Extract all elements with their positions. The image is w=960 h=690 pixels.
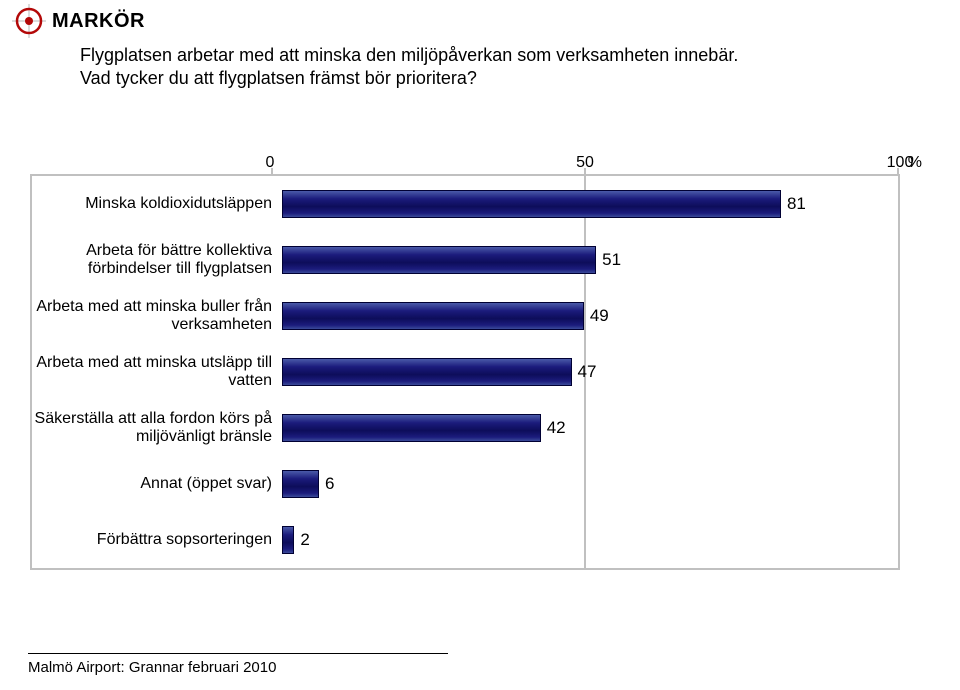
bar-label: Förbättra sopsorteringen — [32, 531, 282, 549]
bar — [282, 190, 781, 218]
brand-logo-area: MARKÖR — [12, 4, 145, 38]
x-axis: 0 50 100 % — [30, 150, 900, 174]
bar-value: 49 — [584, 302, 609, 330]
target-icon — [12, 4, 46, 38]
bar — [282, 470, 319, 498]
brand-name: MARKÖR — [52, 10, 145, 33]
bar-label: Annat (öppet svar) — [32, 475, 282, 493]
plot-area: Minska koldioxidutsläppen 81 Arbeta för … — [30, 174, 900, 570]
x-tick-50: 50 — [576, 154, 594, 172]
bar-value: 6 — [319, 470, 334, 498]
title-line-2: Vad tycker du att flygplatsen främst bör… — [80, 67, 900, 90]
bar-label: Arbeta med att minska utsläpp till vatte… — [32, 354, 282, 391]
bar-row: Förbättra sopsorteringen 2 — [32, 512, 898, 568]
bar — [282, 414, 541, 442]
bar-chart: 0 50 100 % Minska koldioxidutsläppen 81 — [30, 150, 900, 570]
bar-value: 2 — [294, 526, 309, 554]
bar-value: 42 — [541, 414, 566, 442]
bar-value: 47 — [572, 358, 597, 386]
bar-value: 51 — [596, 246, 621, 274]
x-axis-ticks: 0 50 100 % — [270, 150, 900, 174]
footer-divider — [28, 653, 448, 654]
bar-row: Minska koldioxidutsläppen 81 — [32, 176, 898, 232]
x-tick-0: 0 — [266, 154, 275, 172]
bar-label: Arbeta för bättre kollektiva förbindelse… — [32, 242, 282, 279]
bar-row: Säkerställa att alla fordon körs på milj… — [32, 400, 898, 456]
bar-label: Minska koldioxidutsläppen — [32, 195, 282, 213]
title-line-1: Flygplatsen arbetar med att minska den m… — [80, 44, 900, 67]
bar-label: Arbeta med att minska buller från verksa… — [32, 298, 282, 335]
bar-row: Arbeta med att minska utsläpp till vatte… — [32, 344, 898, 400]
chart-title: Flygplatsen arbetar med att minska den m… — [80, 44, 900, 91]
bar — [282, 358, 572, 386]
bar-value: 81 — [781, 190, 806, 218]
x-unit-label: % — [908, 154, 922, 172]
bar-row: Arbeta för bättre kollektiva förbindelse… — [32, 232, 898, 288]
bar — [282, 246, 596, 274]
bar-row: Annat (öppet svar) 6 — [32, 456, 898, 512]
bar — [282, 526, 294, 554]
footer-text: Malmö Airport: Grannar februari 2010 — [28, 659, 276, 676]
bar-row: Arbeta med att minska buller från verksa… — [32, 288, 898, 344]
bar-label: Säkerställa att alla fordon körs på milj… — [32, 410, 282, 447]
bar — [282, 302, 584, 330]
